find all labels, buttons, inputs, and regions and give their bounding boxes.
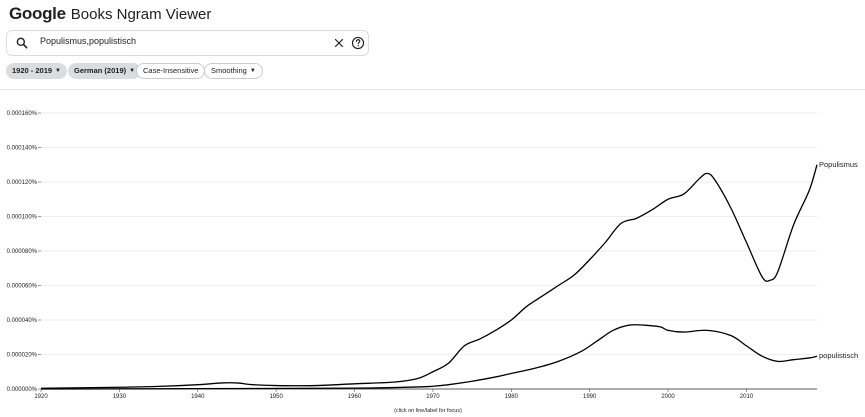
year-range-dropdown[interactable]: 1920 - 2019 ▼ [6, 63, 67, 79]
caret-down-icon: ▼ [55, 68, 61, 74]
app-logo: Google Books Ngram Viewer [9, 4, 211, 24]
series-label-populismus[interactable]: Populismus [819, 160, 858, 169]
x-tick-label: 2000 [661, 394, 675, 400]
case-insensitive-toggle[interactable]: Case-Insensitive [136, 63, 206, 79]
case-insensitive-label: Case-Insensitive [143, 66, 199, 75]
app-title: Books Ngram Viewer [70, 6, 212, 23]
header-divider [0, 89, 865, 90]
smoothing-label: Smoothing [211, 66, 247, 75]
y-tick-label: 0.000120% [7, 180, 38, 186]
x-tick-label: 1930 [113, 394, 127, 400]
series-label-populistisch[interactable]: populistisch [819, 351, 858, 360]
caret-down-icon: ▼ [249, 68, 256, 74]
y-tick-label: 0.000140% [7, 146, 38, 152]
help-icon[interactable] [351, 36, 365, 50]
search-input[interactable]: Populismus,populistisch [40, 36, 137, 46]
y-axis: 0.000000% 0.000020% 0.000040% 0.000060% 0.00… [7, 111, 41, 393]
google-logo-text: Google [9, 4, 66, 23]
chart-footnote: (click on line/label for focus) [394, 408, 462, 414]
smoothing-dropdown[interactable]: Smoothing ▼ [204, 63, 263, 79]
y-tick-label: 0.000000% [7, 387, 38, 393]
y-tick-label: 0.000080% [7, 249, 38, 255]
y-tick-label: 0.000060% [7, 284, 38, 290]
series-line-populistisch[interactable] [40, 324, 818, 390]
caret-down-icon: ▼ [129, 68, 136, 74]
chart-series: Populismus populistisch [40, 160, 858, 390]
search-box[interactable]: Populismus,populistisch [6, 30, 369, 56]
ngram-chart: 0.000000% 0.000020% 0.000040% 0.000060% 0.00… [7, 111, 859, 414]
search-icon [16, 37, 28, 49]
x-tick-label: 1990 [583, 394, 597, 400]
x-tick-label: 1980 [505, 394, 519, 400]
y-tick-label: 0.000100% [7, 215, 38, 221]
y-tick-label: 0.000040% [7, 318, 38, 324]
y-tick-label: 0.000020% [7, 353, 38, 359]
x-tick-label: 1940 [191, 394, 205, 400]
corpus-dropdown[interactable]: German (2019) ▼ [68, 63, 142, 79]
close-icon[interactable] [333, 37, 345, 49]
x-tick-label: 2010 [740, 394, 754, 400]
year-range-label: 1920 - 2019 [12, 66, 53, 75]
x-tick-label: 1920 [34, 394, 48, 400]
x-tick-label: 1970 [426, 394, 440, 400]
x-axis: 1920 1930 1940 1950 1960 1970 1980 1990 2000 2010 [34, 388, 817, 400]
corpus-label: German (2019) [74, 66, 127, 75]
series-line-populismus[interactable] [40, 164, 818, 389]
chart-grid [41, 112, 817, 355]
y-tick-label: 0.000160% [7, 111, 38, 117]
x-tick-label: 1950 [269, 394, 283, 400]
x-tick-label: 1960 [348, 394, 362, 400]
